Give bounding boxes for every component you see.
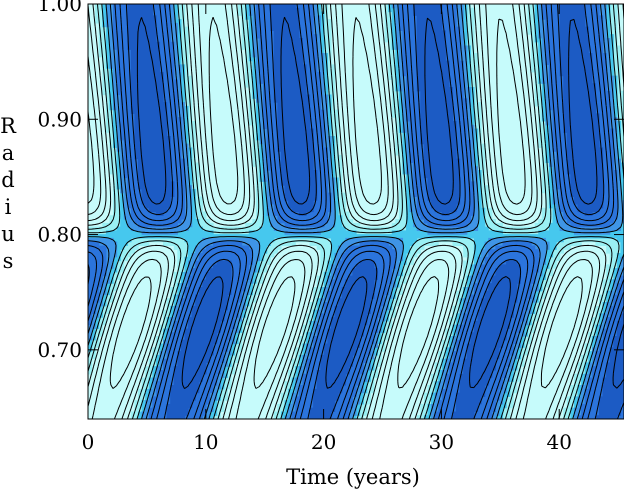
y-tick-label: 0.70 [37,338,82,362]
contour-line [88,4,624,419]
x-tick-label: 40 [546,430,571,454]
y-axis: 0.70 0.80 0.90 1.00 [37,0,624,362]
x-tick-label: 30 [429,430,454,454]
plot-area [88,4,624,419]
y-axis-title-letter: s [3,249,14,273]
contour-line [88,4,593,419]
contour-line [88,4,624,419]
plot-frame [87,3,624,420]
x-tick-label: 10 [193,430,218,454]
contour-line [88,4,624,419]
x-tick-label: 0 [82,430,95,454]
contour-band [88,4,624,419]
y-axis-title-letter: u [1,222,15,246]
y-axis-title-letter: a [2,141,15,165]
contour-band [127,4,624,419]
contour-line [88,4,624,419]
y-axis-title-letter: i [5,195,12,219]
y-tick-label: 0.90 [37,107,82,131]
y-axis-title-letter: d [1,168,14,192]
x-axis-title: Time (years) [286,465,420,489]
contour-line [88,4,624,419]
y-tick-label: 0.80 [37,223,82,247]
contour-line [88,17,583,389]
contour-line [88,4,624,419]
x-tick-label: 20 [311,430,336,454]
y-axis-title-letter: R [0,114,17,138]
contour-line [88,4,624,419]
x-axis: 0 10 20 30 40 [82,4,572,454]
y-tick-label: 1.00 [37,0,82,16]
contour-line [136,16,624,390]
